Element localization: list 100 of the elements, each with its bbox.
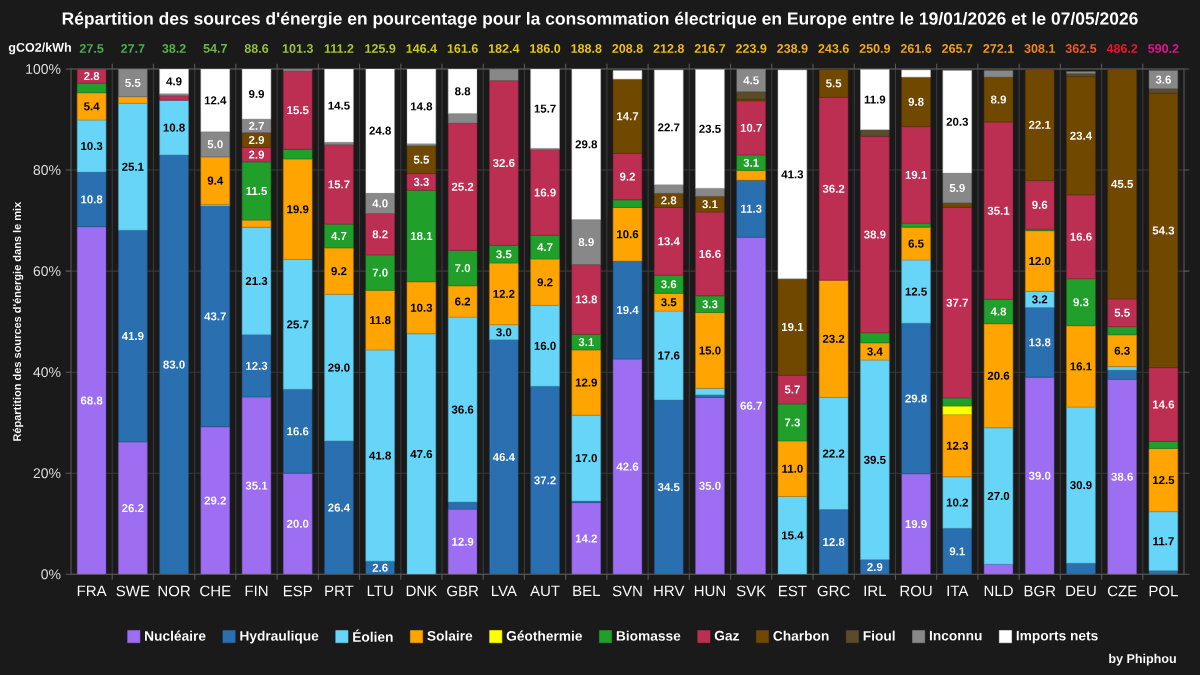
text: 27.7 (121, 44, 145, 53)
data-label: 32.6 (492, 158, 515, 168)
data-label: 20.6 (987, 371, 1010, 380)
x-tick-label: IRL (864, 585, 887, 596)
data-label: 2.9 (248, 135, 265, 145)
text: 88.6 (244, 44, 269, 53)
data-label: 9.4 (207, 176, 224, 185)
x-tick-label: LVA (492, 585, 517, 596)
data-label: 16.6 (287, 427, 309, 436)
y-tick-label: 60% (33, 266, 61, 277)
data-label: 22.2 (822, 449, 845, 458)
data-label: 4.9 (166, 77, 182, 86)
data-label: 41.9 (121, 332, 144, 341)
data-label: 12.2 (493, 289, 515, 298)
data-label: 14.5 (328, 101, 350, 110)
legend-label: Éolien (353, 629, 393, 642)
data-label: 3.1 (702, 200, 718, 209)
x-tick-label: NLD (984, 585, 1013, 596)
data-label: 5.7 (784, 385, 800, 394)
data-label: 25.1 (122, 162, 144, 171)
text: 208.8 (612, 44, 643, 53)
data-label: 36.6 (451, 405, 474, 414)
data-label: 9.8 (908, 97, 924, 106)
data-label: 7.3 (784, 418, 800, 427)
data-label: 9.2 (331, 267, 347, 276)
legend-label: Charbon (773, 630, 829, 641)
data-label: 11.5 (246, 187, 268, 196)
data-label: 10.7 (740, 123, 762, 132)
x-tick-label: DNK (406, 585, 438, 596)
data-label: 3.6 (1155, 75, 1171, 84)
chart-title: Répartition des sources d'énergie en pourcentage pour la consommation électrique en Europe entre le 19/01/2026 et le 07/05/2026 (62, 11, 1138, 29)
data-label: 13.8 (575, 295, 598, 304)
x-tick-label: GBR (447, 585, 479, 597)
x-tick-label: PRT (325, 585, 354, 596)
x-tick-label: HUN (694, 585, 725, 597)
data-label: 17.6 (658, 351, 680, 360)
data-label: 10.3 (410, 303, 433, 312)
data-label: 17.0 (575, 454, 597, 463)
data-label: 66.7 (740, 401, 762, 410)
data-label: 19.1 (905, 170, 927, 179)
x-tick-label: BGR (1024, 585, 1056, 597)
data-label: 18.1 (410, 231, 433, 241)
data-label: 5.5 (826, 79, 842, 88)
data-label: 3.6 (661, 280, 677, 289)
text: 223.9 (735, 44, 767, 53)
data-label: 11.9 (864, 95, 886, 104)
data-label: 42.6 (616, 462, 639, 471)
data-label: 14.6 (1152, 400, 1175, 409)
x-tick-label: ESP (283, 585, 312, 597)
data-label: 10.8 (163, 123, 185, 132)
text: 243.6 (818, 44, 849, 53)
y-tick-label: 0% (41, 569, 61, 580)
y-tick-label: 20% (33, 468, 61, 479)
data-label: 5.0 (207, 140, 223, 149)
legend-label: Biomasse (616, 630, 681, 641)
data-label: 38.9 (863, 230, 886, 239)
text: 261.6 (900, 44, 932, 53)
data-label: 16.6 (1070, 232, 1092, 241)
data-label: 39.0 (1028, 471, 1051, 480)
data-label: 16.0 (534, 341, 556, 350)
data-label: 20.0 (286, 519, 309, 528)
data-label: 36.2 (822, 184, 845, 193)
data-label: 11.0 (782, 464, 803, 473)
data-label: 13.8 (1029, 338, 1051, 347)
text: 362.5 (1065, 44, 1097, 53)
x-tick-label: SWE (116, 585, 150, 597)
text: 212.8 (653, 44, 685, 53)
x-tick-label: SVK (736, 585, 767, 597)
legend-label: Géothermie (506, 630, 582, 641)
data-label: 12.4 (204, 96, 227, 105)
x-tick-label: ITA (947, 585, 969, 596)
data-label: 9.6 (1032, 200, 1048, 209)
text: 186.0 (530, 44, 561, 53)
data-label: 9.1 (949, 547, 965, 556)
data-label: 6.3 (1114, 346, 1130, 355)
legend-label: Fioul (863, 630, 895, 641)
text: 146.4 (406, 44, 438, 53)
data-label: 14.7 (617, 112, 639, 121)
data-label: 4.7 (331, 232, 347, 240)
text: 272.1 (983, 44, 1014, 53)
data-label: 7.0 (455, 264, 471, 273)
data-label: 12.3 (946, 441, 969, 450)
data-label: 26.2 (122, 504, 144, 513)
data-label: 10.6 (617, 230, 639, 239)
data-label: 22.1 (1028, 120, 1051, 129)
x-tick-label: FIN (245, 585, 268, 596)
data-label: 54.3 (1152, 226, 1175, 235)
data-label: 7.0 (372, 268, 388, 277)
data-label: 46.4 (492, 453, 515, 462)
data-label: 15.0 (699, 346, 721, 355)
data-label: 8.8 (455, 87, 471, 96)
data-label: 38.6 (1111, 472, 1133, 481)
data-label: 35.1 (245, 481, 268, 490)
data-label: 37.2 (534, 476, 556, 485)
data-label: 12.8 (823, 537, 845, 547)
x-tick-label: DEU (1066, 585, 1096, 597)
data-label: 4.7 (537, 243, 553, 252)
data-label: 12.9 (575, 378, 597, 387)
data-label: 3.3 (413, 177, 429, 186)
data-label: 3.0 (496, 328, 512, 337)
